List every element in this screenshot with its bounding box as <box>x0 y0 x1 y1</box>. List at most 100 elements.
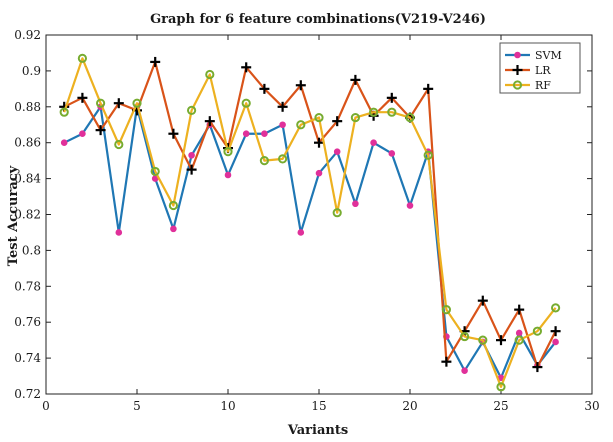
data-point-rf <box>314 112 324 123</box>
y-tick-label: 0.88 <box>14 100 41 114</box>
x-tick-label: 0 <box>42 399 50 413</box>
data-point-svm <box>261 130 268 138</box>
y-tick-label: 0.9 <box>22 64 41 78</box>
x-tick-label: 20 <box>402 399 417 413</box>
data-point-rf <box>259 156 269 166</box>
series-line-svm <box>63 105 557 379</box>
x-tick-label: 15 <box>311 399 326 413</box>
data-point-lr <box>259 83 270 94</box>
data-point-lr <box>350 74 361 85</box>
data-point-lr <box>241 62 252 73</box>
data-point-lr <box>477 295 488 306</box>
y-tick-label: 0.82 <box>14 208 41 222</box>
legend-label-rf: RF <box>535 79 551 92</box>
legend-item-svm: SVM <box>505 49 562 62</box>
series-layer <box>59 53 561 392</box>
data-point-rf <box>405 112 415 123</box>
y-axis-label: Test Accuracy <box>6 165 21 266</box>
legend: SVM LR RF <box>499 42 581 94</box>
y-tick-label: 0.86 <box>14 136 41 150</box>
data-point-lr <box>314 137 324 148</box>
data-point-svm <box>115 229 123 236</box>
data-point-svm <box>333 148 341 155</box>
x-tick-label: 25 <box>493 399 508 413</box>
data-point-lr <box>441 356 452 367</box>
data-point-rf <box>187 105 197 115</box>
data-point-svm <box>406 202 414 209</box>
data-point-rf <box>296 120 306 130</box>
data-point-lr <box>423 83 434 94</box>
legend-item-lr: LR <box>505 64 551 77</box>
data-point-rf <box>551 303 561 313</box>
legend-marker-rf <box>512 80 523 90</box>
data-point-svm <box>279 121 286 129</box>
data-point-svm <box>297 229 305 236</box>
legend-item-rf: RF <box>505 79 551 92</box>
data-point-lr <box>277 101 288 112</box>
x-axis-label: Variants <box>287 423 348 438</box>
legend-label-svm: SVM <box>535 49 562 62</box>
data-point-svm <box>224 171 232 179</box>
data-point-svm <box>370 139 377 146</box>
legend-marker-lr <box>512 65 523 75</box>
data-point-svm <box>388 150 396 157</box>
series-svm <box>60 103 559 382</box>
data-point-rf <box>496 382 506 392</box>
data-point-lr <box>295 80 306 91</box>
data-point-lr <box>95 125 106 136</box>
data-point-rf <box>514 335 524 345</box>
data-point-rf <box>168 200 178 211</box>
x-tick-label: 10 <box>220 399 235 413</box>
data-point-lr <box>532 362 543 373</box>
legend-label-lr: LR <box>535 64 551 77</box>
data-point-svm <box>515 329 523 337</box>
data-point-rf <box>205 69 215 80</box>
data-point-rf <box>387 107 397 117</box>
data-point-rf <box>241 98 251 108</box>
x-tick-label: 5 <box>133 399 141 413</box>
data-point-rf <box>150 166 160 177</box>
y-tick-label: 0.72 <box>14 387 41 401</box>
legend-marker-svm <box>514 51 521 59</box>
y-tick-label: 0.78 <box>14 279 41 293</box>
data-point-svm <box>461 367 468 374</box>
data-point-svm <box>170 225 177 233</box>
data-point-rf <box>332 208 342 218</box>
axes: 0 5 10 15 20 25 30 0.72 0.74 0.76 0.78 0.8 0.82 0.84 0… <box>14 28 599 413</box>
x-tick-label: 30 <box>584 399 599 413</box>
data-point-lr <box>113 98 124 109</box>
data-point-svm <box>188 151 195 159</box>
series-rf <box>59 53 561 392</box>
data-point-svm <box>315 169 323 177</box>
data-point-rf <box>478 335 488 345</box>
data-point-lr <box>496 335 506 346</box>
data-point-lr <box>77 92 88 103</box>
data-point-svm <box>352 200 359 208</box>
data-point-rf <box>423 150 433 160</box>
y-tick-label: 0.84 <box>14 172 41 186</box>
series-line-rf <box>63 57 557 388</box>
data-point-rf <box>369 107 379 117</box>
y-tick-label: 0.76 <box>14 315 41 329</box>
data-point-rf <box>441 305 451 315</box>
data-point-rf <box>278 154 288 164</box>
data-point-svm <box>60 139 68 146</box>
data-point-rf <box>114 139 124 150</box>
data-point-rf <box>96 98 106 108</box>
data-point-rf <box>59 107 69 117</box>
chart-title: Graph for 6 feature combinations(V219-V2… <box>150 12 486 27</box>
data-point-lr <box>550 326 561 337</box>
data-point-lr <box>332 116 343 127</box>
data-point-rf <box>223 147 233 157</box>
data-point-rf <box>460 331 470 342</box>
series-line-lr <box>63 60 557 369</box>
y-tick-label: 0.92 <box>14 28 41 42</box>
data-point-rf <box>350 112 360 123</box>
data-point-svm <box>242 130 250 138</box>
data-point-lr <box>386 92 397 103</box>
y-tick-label: 0.8 <box>22 243 41 257</box>
y-tick-label: 0.74 <box>14 351 41 365</box>
data-point-lr <box>186 164 197 175</box>
data-point-lr <box>150 56 161 67</box>
